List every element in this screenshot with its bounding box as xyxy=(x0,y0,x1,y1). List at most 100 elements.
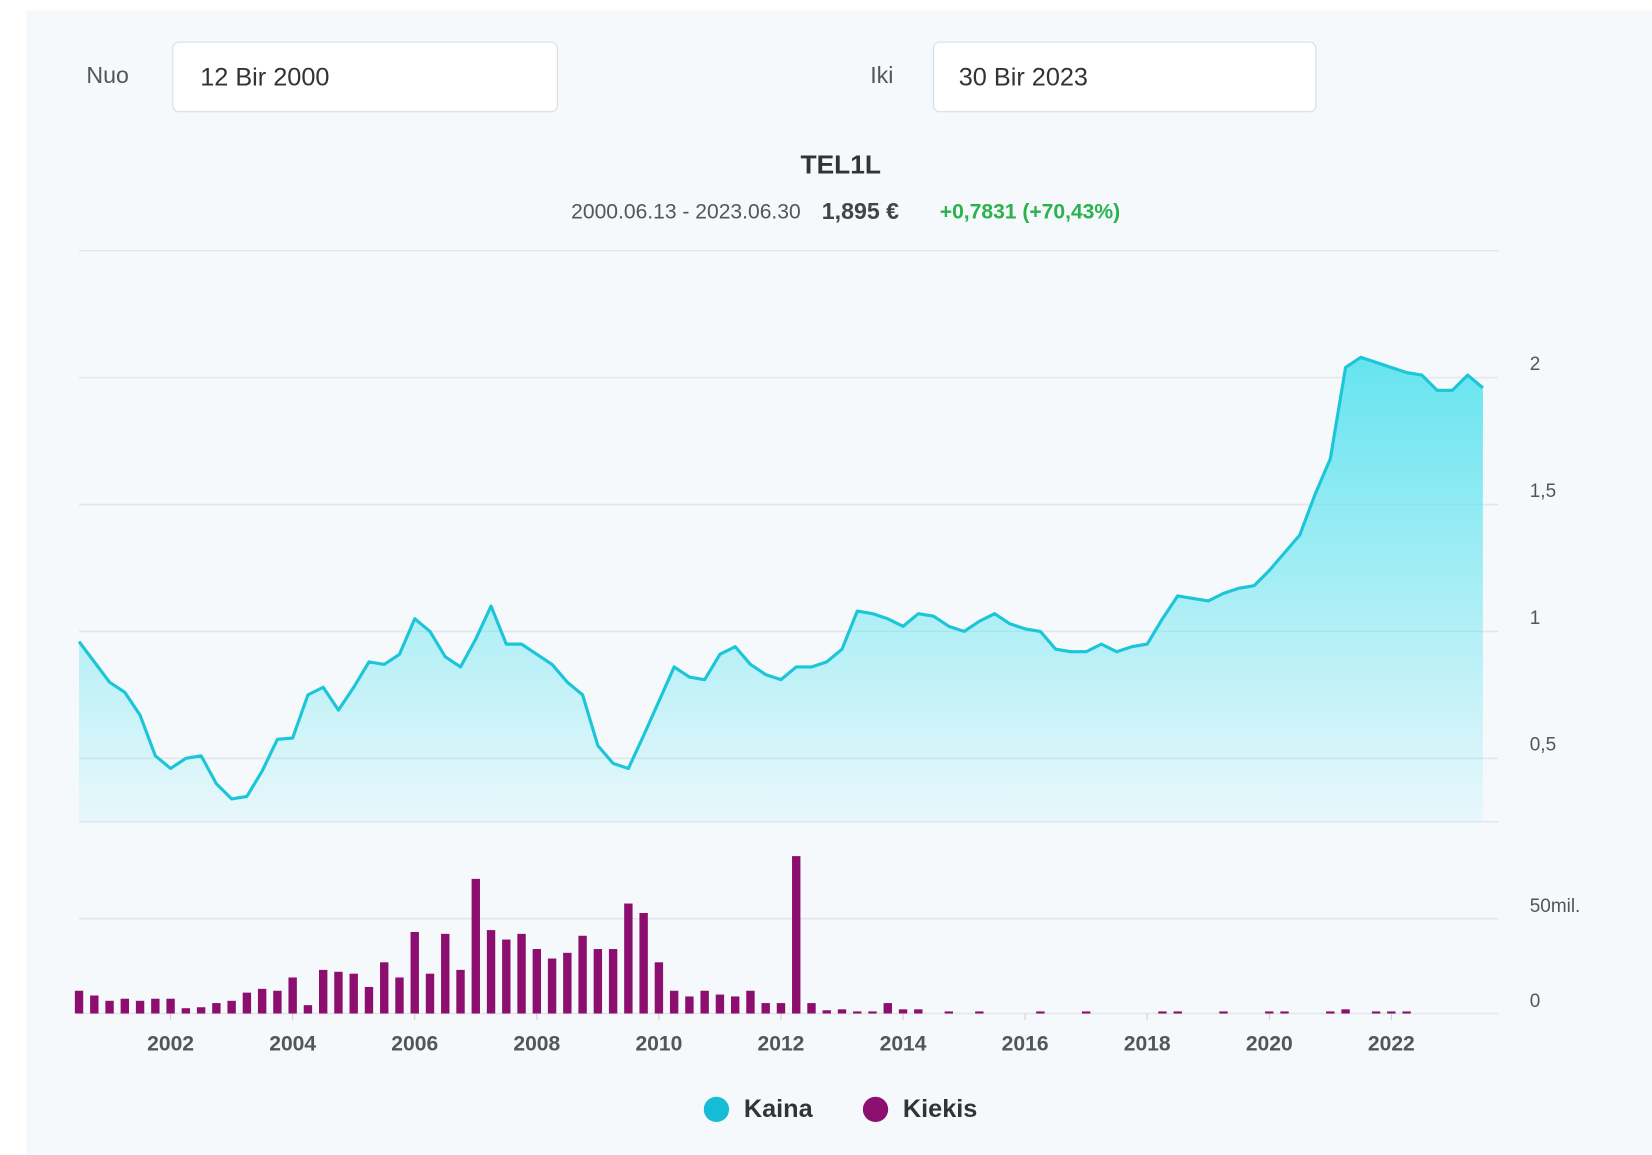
x-tick-label: 2008 xyxy=(513,1033,560,1056)
volume-bar xyxy=(380,962,389,1014)
volume-bar xyxy=(120,998,130,1014)
volume-bar xyxy=(318,969,328,1014)
volume-bar xyxy=(273,990,282,1014)
from-label: Nuo xyxy=(86,62,128,88)
volume-bar xyxy=(181,1008,191,1014)
volume-bar xyxy=(1371,1011,1381,1014)
volume-bar xyxy=(608,949,618,1014)
volume-bar xyxy=(105,1000,114,1014)
volume-bar xyxy=(746,990,755,1014)
to-label: Iki xyxy=(870,62,893,88)
x-tick-label: 2018 xyxy=(1124,1033,1171,1056)
volume-bar xyxy=(74,990,84,1014)
volume-bar xyxy=(257,988,267,1014)
volume-bar xyxy=(792,856,801,1014)
volume-bar xyxy=(853,1011,862,1014)
x-tick-label: 2016 xyxy=(1002,1033,1049,1056)
volume-bar xyxy=(303,1005,313,1014)
volume-bar xyxy=(730,996,740,1014)
y-tick-label: 0,5 xyxy=(1530,735,1556,756)
volume-bar xyxy=(975,1011,984,1014)
volume-bar xyxy=(1280,1011,1289,1014)
volume-bar xyxy=(135,1000,145,1014)
x-tick-label: 2002 xyxy=(147,1033,194,1056)
volume-bar xyxy=(807,1003,816,1014)
from-value[interactable]: 12 Bir 2000 xyxy=(200,64,329,92)
volume-bar xyxy=(196,1007,206,1014)
volume-bar xyxy=(227,1000,236,1014)
volume-bar xyxy=(914,1009,923,1014)
volume-bar xyxy=(532,949,542,1014)
volume-bar xyxy=(486,930,496,1014)
volume-bar xyxy=(1036,1011,1045,1014)
volume-bar xyxy=(1341,1009,1350,1014)
volume-bar xyxy=(151,998,160,1014)
volume-bar xyxy=(654,962,664,1014)
volume-bar xyxy=(883,1003,892,1014)
volume-bar xyxy=(1219,1011,1228,1014)
volume-bar xyxy=(456,969,465,1014)
volume-bar xyxy=(944,1011,954,1014)
volume-bar xyxy=(776,1003,786,1014)
volume-bar xyxy=(715,994,725,1014)
x-tick-label: 2006 xyxy=(391,1033,438,1056)
volume-bar xyxy=(441,933,450,1014)
volume-bar xyxy=(288,977,297,1014)
volume-bar xyxy=(90,995,99,1014)
y-tick-label: 1 xyxy=(1530,608,1541,629)
volume-bar xyxy=(761,1003,770,1014)
volume-bar xyxy=(822,1010,831,1014)
volume-bar xyxy=(547,958,557,1014)
volume-bar xyxy=(1402,1011,1411,1014)
from-input[interactable] xyxy=(172,41,558,113)
x-tick-label: 2010 xyxy=(635,1033,682,1056)
volume-bar xyxy=(364,986,374,1014)
volume-bar xyxy=(898,1009,908,1014)
price-change: +0,7831 (+70,43%) xyxy=(940,200,1120,223)
y-tick-label: 2 xyxy=(1530,354,1541,375)
volume-bar xyxy=(563,952,572,1014)
volume-bar xyxy=(334,971,343,1014)
x-tick-label: 2012 xyxy=(758,1033,805,1056)
y-tick-label: 50mil. xyxy=(1530,896,1581,917)
price-line xyxy=(77,355,1484,801)
y-tick-label: 1,5 xyxy=(1530,481,1556,502)
legend-swatch[interactable] xyxy=(862,1096,889,1123)
volume-bar xyxy=(410,931,419,1014)
volume-bar xyxy=(837,1009,847,1014)
to-value[interactable]: 30 Bir 2023 xyxy=(959,64,1088,92)
volume-bar xyxy=(502,939,511,1014)
volume-bar xyxy=(471,878,480,1014)
volume-bar xyxy=(639,913,648,1014)
volume-bar xyxy=(593,949,603,1014)
volume-bar xyxy=(425,973,435,1014)
chart-title: TEL1L xyxy=(801,149,881,179)
volume-bar xyxy=(1173,1011,1182,1014)
to-input[interactable] xyxy=(932,41,1317,113)
volume-bar xyxy=(700,990,709,1014)
area-fill xyxy=(79,357,1483,822)
volume-bar xyxy=(166,998,175,1014)
volume-bar xyxy=(624,903,633,1014)
date-range: 2000.06.13 - 2023.06.30 xyxy=(571,200,801,223)
last-price: 1,895 € xyxy=(822,198,899,224)
legend-label[interactable]: Kaina xyxy=(744,1095,814,1123)
volume-bar xyxy=(578,935,587,1014)
volume-bar xyxy=(212,1003,221,1014)
volume-bar xyxy=(1081,1011,1091,1014)
legend-swatch[interactable] xyxy=(703,1096,730,1123)
volume-bar xyxy=(517,933,526,1014)
x-tick-label: 2014 xyxy=(880,1033,927,1056)
volume-bar xyxy=(1387,1011,1396,1014)
x-tick-label: 2022 xyxy=(1368,1033,1415,1056)
volume-bar xyxy=(868,1011,877,1014)
volume-bar xyxy=(242,992,252,1014)
volume-bar xyxy=(349,973,358,1014)
y-tick-label: 0 xyxy=(1530,991,1541,1012)
x-tick-label: 2004 xyxy=(269,1033,316,1056)
volume-bar xyxy=(669,990,679,1014)
legend-label[interactable]: Kiekis xyxy=(903,1095,977,1123)
volume-bar xyxy=(395,977,404,1014)
volume-bar xyxy=(1326,1011,1335,1014)
